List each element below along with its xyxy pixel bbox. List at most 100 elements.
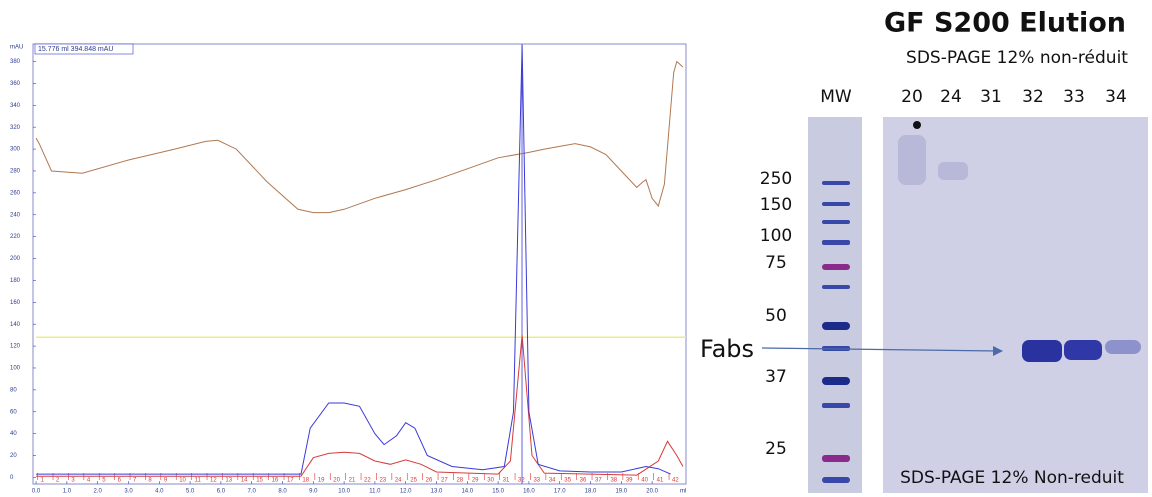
band xyxy=(898,135,926,185)
x-tick-label: 16.0 xyxy=(523,489,535,495)
fraction-label: 4 xyxy=(87,478,91,484)
y-tick-label: 360 xyxy=(10,81,21,87)
ladder-band xyxy=(822,220,850,224)
y-tick-label: 80 xyxy=(10,387,17,393)
fraction-label: 42 xyxy=(672,478,679,484)
annotation-box xyxy=(34,43,134,55)
y-tick-label: 100 xyxy=(10,366,21,372)
fraction-label: 18 xyxy=(302,478,309,484)
x-tick-label: 17.0 xyxy=(554,489,566,495)
y-tick-label: 260 xyxy=(10,190,21,196)
x-tick-label: 15.0 xyxy=(492,489,504,495)
fraction-label: 40 xyxy=(641,478,648,484)
ladder-band xyxy=(822,477,850,483)
y-tick-label: 380 xyxy=(10,59,21,65)
x-tick-label: 4.0 xyxy=(155,489,164,495)
ladder-label: MW xyxy=(820,87,852,107)
ladder-lane xyxy=(808,117,862,493)
y-tick-label: 180 xyxy=(10,278,21,284)
y-tick-label: 300 xyxy=(10,147,21,153)
x-tick-label: 9.0 xyxy=(309,489,318,495)
y-tick-label: 0 xyxy=(10,475,14,481)
lane-label: 24 xyxy=(940,87,962,107)
fraction-label: 38 xyxy=(610,478,617,484)
fraction-label: 3 xyxy=(71,478,75,484)
fraction-label: 28 xyxy=(456,478,463,484)
fraction-label: 41 xyxy=(657,478,664,484)
fraction-label: 26 xyxy=(426,478,433,484)
x-tick-label: 20.0 xyxy=(646,489,658,495)
marker-label: 37 xyxy=(765,367,787,387)
y-tick-label: 160 xyxy=(10,300,21,306)
y-tick-label: 200 xyxy=(10,256,21,262)
fraction-label: 5 xyxy=(102,478,106,484)
x-tick-label: 0.0 xyxy=(32,489,41,495)
y-tick-label: 280 xyxy=(10,169,21,175)
lane-label: 31 xyxy=(980,87,1002,107)
y-tick-label: 140 xyxy=(10,322,21,328)
x-unit: ml xyxy=(680,489,686,495)
fraction-label: 29 xyxy=(472,478,479,484)
fraction-label: 35 xyxy=(564,478,571,484)
ladder-band xyxy=(822,377,850,385)
marker-label: 100 xyxy=(760,226,792,246)
y-unit: mAU xyxy=(10,45,23,51)
fraction-label: 24 xyxy=(395,478,402,484)
annotation: 15.776 ml 394.848 mAU xyxy=(38,46,114,53)
y-tick-label: 320 xyxy=(10,125,21,131)
ladder-band xyxy=(822,240,850,245)
fraction-label: 37 xyxy=(595,478,602,484)
dust xyxy=(913,121,921,129)
marker-label: 50 xyxy=(765,306,787,326)
ladder-bands xyxy=(822,181,850,483)
y-tick-label: 60 xyxy=(10,409,17,415)
marker-label: 25 xyxy=(765,439,787,459)
sample-bands xyxy=(898,121,1141,362)
fraction-label: 2 xyxy=(56,478,60,484)
lane-labels: 20 24 31 32 33 34 xyxy=(901,87,1127,107)
fraction-label: 17 xyxy=(287,478,294,484)
band xyxy=(1064,340,1102,360)
marker-label: 75 xyxy=(765,253,787,273)
x-tick-label: 8.0 xyxy=(278,489,287,495)
arrow-label: Fabs xyxy=(700,335,754,363)
y-tick-label: 220 xyxy=(10,234,21,240)
chromatogram: 15.776 ml 394.848 mAU mAU ml 0 20 40 60 80 10… xyxy=(10,43,687,495)
x-tick-label: 10.0 xyxy=(338,489,350,495)
lane-label: 32 xyxy=(1022,87,1044,107)
ladder-band xyxy=(822,285,850,289)
fraction-label: 36 xyxy=(580,478,587,484)
x-tick-label: 6.0 xyxy=(217,489,226,495)
ladder-band xyxy=(822,181,850,185)
series-line xyxy=(36,335,684,477)
x-tick-label: 3.0 xyxy=(124,489,133,495)
x-tick-label: 13.0 xyxy=(431,489,443,495)
lane-label: 33 xyxy=(1063,87,1085,107)
x-tick-label: 19.0 xyxy=(615,489,627,495)
fraction-label: 15 xyxy=(256,478,263,484)
ladder-band xyxy=(822,403,850,408)
x-tick-label: 5.0 xyxy=(186,489,195,495)
gel xyxy=(883,117,1148,493)
ladder-band xyxy=(822,322,850,330)
fraction-label: 25 xyxy=(410,478,417,484)
fraction-label: 7 xyxy=(133,478,137,484)
x-tick-label: 12.0 xyxy=(400,489,412,495)
marker-label: 250 xyxy=(760,169,792,189)
fraction-label: 14 xyxy=(241,478,248,484)
x-tick-label: 14.0 xyxy=(461,489,473,495)
marker-label: 150 xyxy=(760,195,792,215)
lane-label: 34 xyxy=(1105,87,1127,107)
lane-label: 20 xyxy=(901,87,923,107)
gel-subtitle: SDS-PAGE 12% non-réduit xyxy=(906,48,1128,68)
fraction-label: 19 xyxy=(318,478,325,484)
y-tick-label: 240 xyxy=(10,212,21,218)
x-tick-label: 1.0 xyxy=(63,489,72,495)
gel-title: GF S200 Elution xyxy=(884,8,1126,39)
ladder-band xyxy=(822,455,850,462)
fraction-label: 13 xyxy=(225,478,232,484)
x-tick-label: 7.0 xyxy=(248,489,257,495)
arrow xyxy=(761,347,999,352)
fraction-label: 22 xyxy=(364,478,371,484)
band xyxy=(938,162,968,180)
